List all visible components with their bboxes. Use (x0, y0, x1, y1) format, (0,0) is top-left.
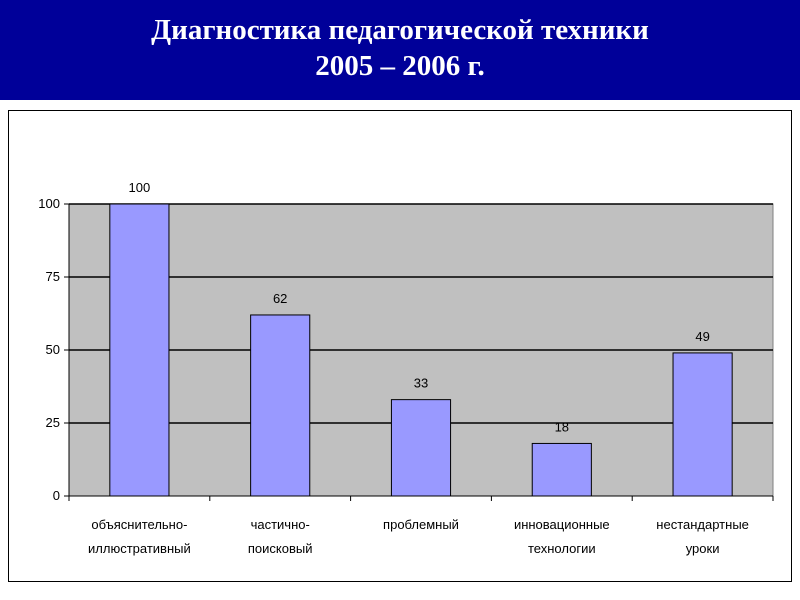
y-tick-label: 50 (46, 342, 60, 357)
data-label: 33 (414, 376, 428, 391)
slide-header: Диагностика педагогической техники 2005 … (0, 0, 800, 100)
x-category-label: объяснительно-иллюстративный (88, 517, 191, 556)
x-category-label: нестандартные уроки (656, 517, 749, 556)
x-category-label: проблемный (383, 517, 459, 532)
y-tick-label: 100 (38, 196, 60, 211)
data-label: 100 (129, 180, 151, 195)
bar (109, 203, 170, 497)
bar-chart: 0 25 50 75 100 100 объяснительно-иллюстративны… (38, 180, 774, 556)
chart-frame: 0 25 50 75 100 100 объяснительно-иллюстративны… (8, 110, 792, 582)
bar (250, 314, 311, 497)
x-category-label-line: иллюстративный (88, 541, 191, 556)
x-category-label-line: поисковый (248, 541, 313, 556)
y-tick-label: 25 (46, 415, 60, 430)
y-tick-label: 0 (53, 488, 60, 503)
data-label: 62 (273, 291, 287, 306)
x-category-label-line: технологии (528, 541, 596, 556)
x-category-label: инновационные технологии (514, 517, 610, 556)
x-category-label: частично-поисковый (248, 517, 313, 556)
x-category-label-line: проблемный (383, 517, 459, 532)
data-label: 18 (555, 419, 569, 434)
data-label: 49 (695, 329, 709, 344)
x-category-label-line: инновационные (514, 517, 610, 532)
x-category-label-line: нестандартные (656, 517, 749, 532)
slide-title-line2: 2005 – 2006 г. (315, 50, 485, 82)
bar (390, 399, 452, 497)
slide-title-line1: Диагностика педагогической техники (151, 14, 649, 46)
x-category-label-line: объяснительно- (91, 517, 187, 532)
bar (531, 442, 592, 497)
y-tick-label: 75 (46, 269, 60, 284)
x-category-label-line: частично- (251, 517, 310, 532)
bar (672, 352, 733, 497)
x-category-label-line: уроки (686, 541, 720, 556)
